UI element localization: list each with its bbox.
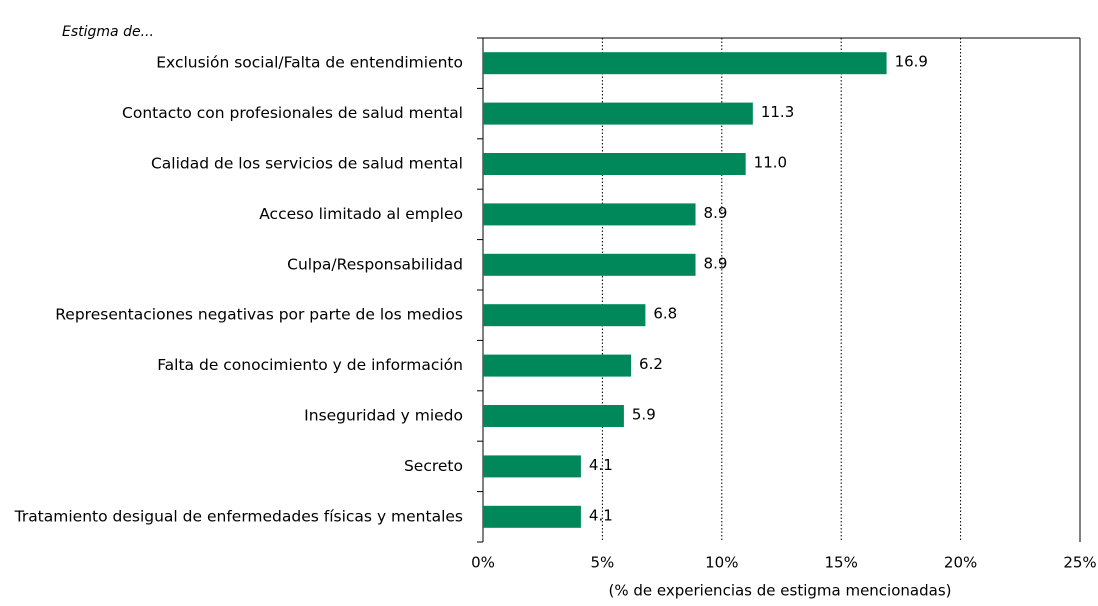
y-tick-label: Representaciones negativas por parte de … xyxy=(55,306,463,324)
y-tick-label: Inseguridad y miedo xyxy=(304,407,463,425)
y-tick-label: Tratamiento desigual de enfermedades fís… xyxy=(14,507,463,525)
y-tick-label: Acceso limitado al empleo xyxy=(259,205,463,223)
bar xyxy=(483,405,624,427)
y-tick-label: Exclusión social/Falta de entendimiento xyxy=(156,54,463,72)
x-tick-label: 15% xyxy=(825,554,858,572)
data-label: 8.9 xyxy=(704,254,728,272)
bar xyxy=(483,153,746,175)
data-label: 6.2 xyxy=(639,355,663,373)
bar xyxy=(483,354,632,377)
data-label: 6.8 xyxy=(653,305,677,323)
x-axis-label: (% de experiencias de estigma mencionada… xyxy=(609,582,952,600)
data-label: 11.3 xyxy=(761,103,794,121)
bar xyxy=(483,455,581,478)
y-tick-label: Secreto xyxy=(404,457,463,475)
x-tick-label: 25% xyxy=(1063,554,1096,572)
data-label: 8.9 xyxy=(704,204,728,222)
chart-subtitle: Estigma de... xyxy=(62,24,154,40)
data-label: 5.9 xyxy=(632,406,656,424)
y-tick-label: Contacto con profesionales de salud ment… xyxy=(122,104,463,122)
bar xyxy=(483,505,581,528)
data-label: 16.9 xyxy=(895,53,928,71)
bar xyxy=(483,203,696,226)
data-label: 11.0 xyxy=(754,154,787,172)
x-tick-label: 5% xyxy=(591,554,615,572)
x-tick-label: 20% xyxy=(944,554,977,572)
data-label: 4.1 xyxy=(589,506,613,524)
x-tick-label: 0% xyxy=(471,554,495,572)
x-tick-label: 10% xyxy=(705,554,738,572)
bar xyxy=(483,304,646,327)
bar xyxy=(483,102,753,125)
y-tick-label: Falta de conocimiento y de información xyxy=(157,356,463,374)
y-tick-label: Culpa/Responsabilidad xyxy=(287,255,463,273)
data-label: 4.1 xyxy=(589,456,613,474)
y-tick-label: Calidad de los servicios de salud mental xyxy=(151,155,463,173)
bar xyxy=(483,253,696,276)
bar xyxy=(483,52,887,75)
